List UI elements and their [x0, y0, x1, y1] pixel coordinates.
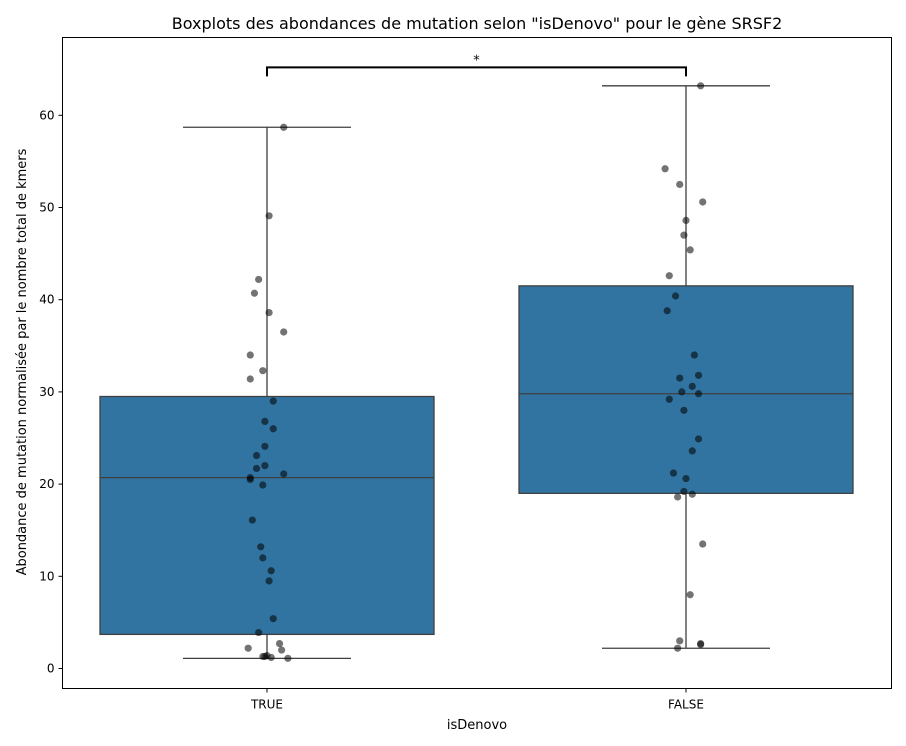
data-point — [669, 469, 678, 477]
data-point — [661, 165, 669, 173]
data-point — [259, 367, 267, 375]
box-false — [518, 285, 854, 494]
data-point — [261, 462, 269, 470]
data-point — [686, 246, 694, 254]
data-point — [688, 490, 696, 498]
data-point — [699, 198, 707, 206]
box-group-true — [99, 126, 435, 660]
data-point — [663, 307, 671, 315]
data-point — [676, 180, 684, 189]
data-point — [676, 374, 684, 382]
data-point — [267, 653, 275, 662]
points-true — [244, 123, 292, 662]
y-axis-label: Abondance de mutation normalisée par le … — [15, 148, 30, 575]
data-point — [246, 375, 254, 383]
data-point — [275, 640, 284, 648]
x-tick-label: TRUE — [250, 698, 283, 712]
data-point — [261, 417, 269, 426]
data-point — [255, 275, 263, 284]
data-point — [261, 442, 269, 450]
data-point — [671, 292, 680, 300]
data-point — [694, 435, 703, 443]
data-point — [676, 637, 684, 645]
data-point — [246, 475, 254, 484]
data-point — [697, 640, 705, 649]
data-point — [678, 388, 686, 396]
data-point — [246, 351, 254, 359]
data-point — [665, 395, 673, 403]
significance-label: * — [473, 53, 480, 68]
data-point — [244, 644, 252, 652]
plot-frame — [62, 37, 892, 689]
data-point — [278, 646, 286, 654]
y-tick-label: 40 — [39, 293, 54, 307]
data-point — [265, 577, 273, 585]
significance-annotation: * — [266, 53, 687, 77]
y-tick-label: 50 — [39, 201, 54, 215]
data-point — [680, 231, 688, 239]
data-point — [682, 474, 690, 483]
x-axis-label: isDenovo — [447, 718, 507, 733]
data-point — [255, 628, 263, 637]
data-point — [682, 216, 690, 225]
data-point — [674, 644, 682, 652]
chart-title: Boxplots des abondances de mutation selo… — [172, 14, 783, 33]
y-axis: 0 10 20 30 40 50 60 — [39, 108, 63, 676]
data-point — [252, 451, 261, 460]
y-tick-label: 0 — [47, 662, 55, 676]
points-false — [661, 82, 707, 652]
data-point — [680, 487, 688, 496]
data-point — [265, 212, 273, 220]
data-point — [688, 382, 696, 390]
box-group-false — [518, 85, 854, 649]
data-point — [269, 425, 277, 433]
data-point — [694, 371, 703, 379]
y-tick-label: 30 — [39, 385, 54, 399]
data-point — [269, 615, 277, 623]
data-point — [267, 567, 275, 575]
y-tick-label: 20 — [39, 477, 54, 491]
data-point — [250, 289, 259, 297]
data-point — [269, 397, 277, 405]
data-point — [248, 516, 256, 524]
data-point — [699, 540, 707, 548]
data-point — [697, 82, 705, 90]
box-true — [99, 395, 435, 636]
y-tick-label: 60 — [39, 108, 54, 122]
data-point — [694, 390, 703, 398]
data-point — [284, 654, 292, 662]
data-point — [674, 493, 682, 501]
data-point — [261, 652, 269, 661]
data-point — [265, 309, 273, 317]
data-point — [680, 406, 688, 414]
data-point — [280, 123, 288, 131]
x-tick-label: FALSE — [668, 698, 704, 712]
data-point — [280, 470, 288, 478]
data-point — [686, 591, 694, 599]
y-tick-label: 10 — [39, 569, 54, 583]
data-point — [690, 351, 698, 359]
data-point — [257, 543, 265, 551]
data-point — [688, 447, 696, 455]
x-axis: TRUE FALSE — [250, 688, 704, 712]
data-point — [252, 464, 261, 473]
data-point — [665, 272, 673, 280]
data-point — [259, 481, 267, 489]
data-point — [280, 328, 288, 336]
data-point — [259, 554, 267, 562]
significance-bracket — [266, 66, 687, 77]
